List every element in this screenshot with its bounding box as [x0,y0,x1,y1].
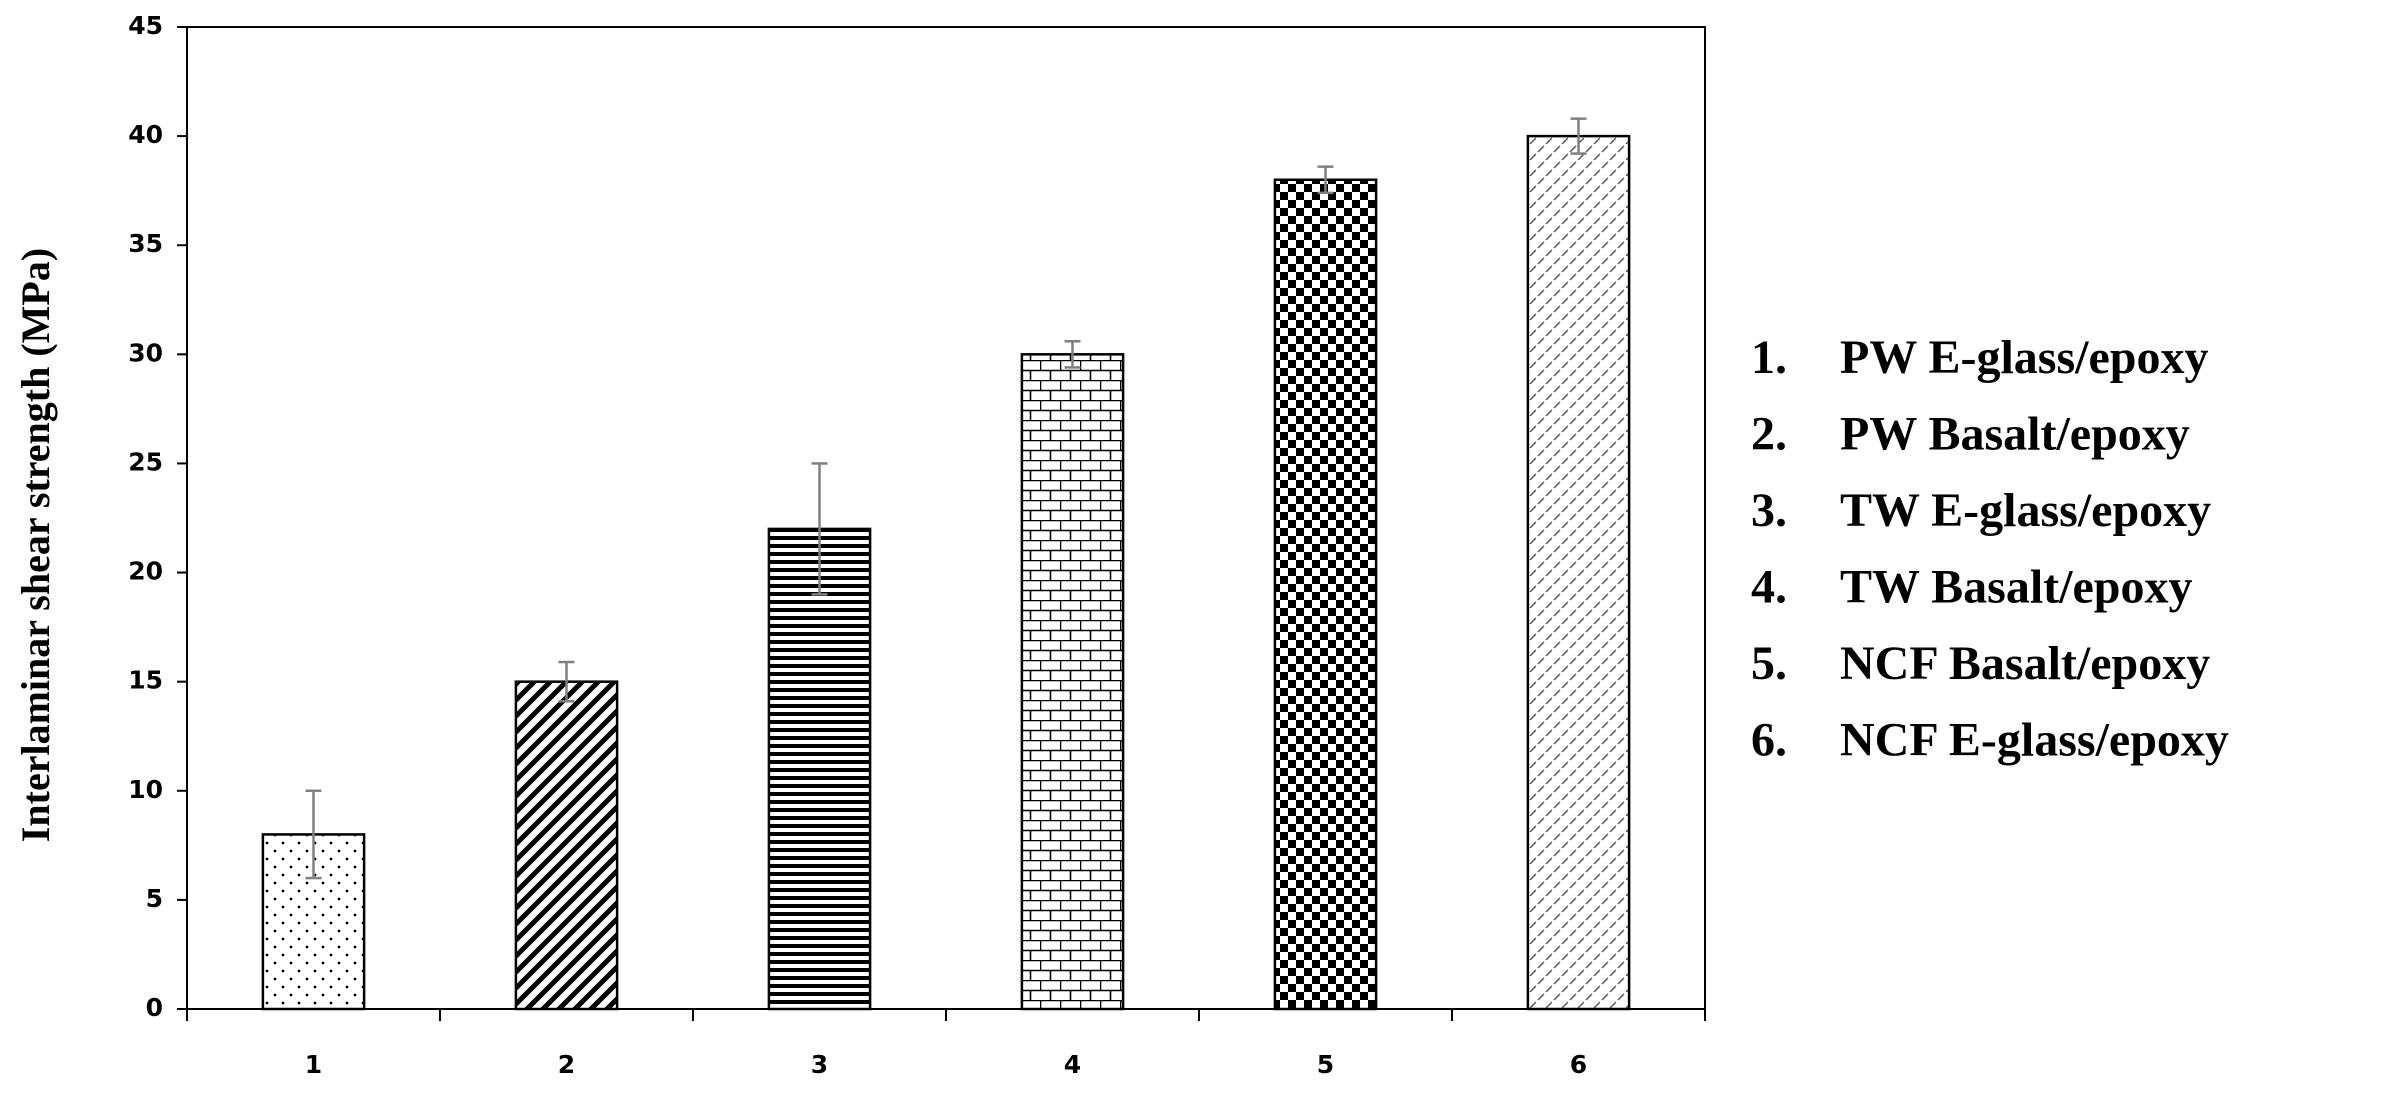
y-tick-label: 15 [128,666,163,695]
legend-number: 2. [1751,408,1787,461]
error-bar [1570,117,1587,155]
legend-number: 3. [1751,484,1787,537]
y-tick-label: 45 [128,11,163,40]
x-tick-label: 5 [1317,1050,1334,1079]
legend-label: TW Basalt/epoxy [1840,561,2193,614]
y-tick-label: 10 [128,775,163,804]
bar [1020,353,1125,1011]
y-axis-label: Interlaminar shear strength (MPa) [13,248,58,842]
error-bar [305,789,322,880]
error-bar [558,660,575,703]
y-tick-label: 25 [128,447,163,476]
legend-label: NCF E-glass/epoxy [1840,714,2229,767]
bar [767,527,872,1011]
x-tick-label: 1 [305,1050,322,1079]
legend-number: 5. [1751,637,1787,690]
bar [1526,134,1631,1011]
bar [514,680,619,1011]
plot-frame [186,26,1706,1010]
y-tick-label: 40 [128,120,163,149]
error-bar [811,462,828,596]
y-tick-label: 35 [128,229,163,258]
legend-label: PW Basalt/epoxy [1840,408,2190,461]
bar [1273,178,1378,1011]
y-tick-label: 0 [146,993,163,1022]
y-tick-label: 20 [128,557,163,586]
error-bar [1317,165,1334,195]
y-tick-label: 30 [128,338,163,367]
legend-number: 4. [1751,561,1787,614]
x-tick-label: 2 [558,1050,575,1079]
legend-label: NCF Basalt/epoxy [1840,637,2210,690]
error-bar [1064,339,1081,369]
legend-label: PW E-glass/epoxy [1840,331,2208,384]
legend-label: TW E-glass/epoxy [1840,484,2211,537]
x-tick-label: 4 [1064,1050,1081,1079]
legend-number: 1. [1751,331,1787,384]
x-tick-label: 6 [1570,1050,1587,1079]
x-tick-label: 3 [811,1050,828,1079]
y-tick-label: 5 [146,884,163,913]
legend-number: 6. [1751,714,1787,767]
